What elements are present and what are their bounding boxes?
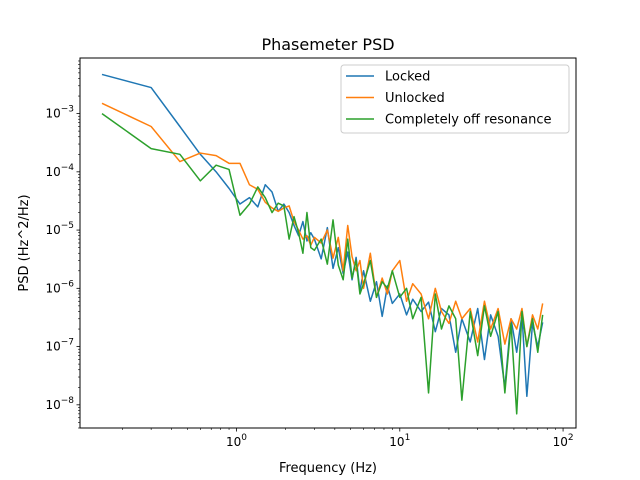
y-tick-label: 10−8 (45, 396, 74, 412)
chart-title: Phasemeter PSD (261, 35, 394, 54)
y-axis-label: PSD (Hz^2/Hz) (17, 194, 32, 291)
y-tick-label: 10−3 (45, 105, 74, 121)
legend: Locked Unlocked Completely off resonance (340, 64, 570, 134)
series-layer (101, 73, 544, 415)
y-axis: 10−8 10−7 10−6 10−5 10−4 10−3 (45, 60, 80, 429)
legend-label-3: Completely off resonance (385, 113, 552, 128)
legend-box (340, 64, 570, 134)
y-tick-label: 10−7 (45, 338, 74, 354)
y-tick-label: 10−5 (45, 221, 74, 237)
x-tick-label: 101 (389, 433, 410, 449)
series-line-1 (101, 73, 544, 398)
x-tick-label: 102 (553, 433, 574, 449)
x-axis: 100 101 102 (122, 428, 574, 449)
y-tick-label: 10−4 (45, 163, 74, 179)
legend-label-1: Locked (385, 70, 430, 85)
y-tick-label: 10−6 (45, 279, 74, 295)
series-line-3 (101, 112, 544, 415)
legend-label-2: Unlocked (385, 91, 445, 106)
x-axis-label: Frequency (Hz) (279, 461, 377, 476)
x-tick-label: 100 (226, 433, 247, 449)
